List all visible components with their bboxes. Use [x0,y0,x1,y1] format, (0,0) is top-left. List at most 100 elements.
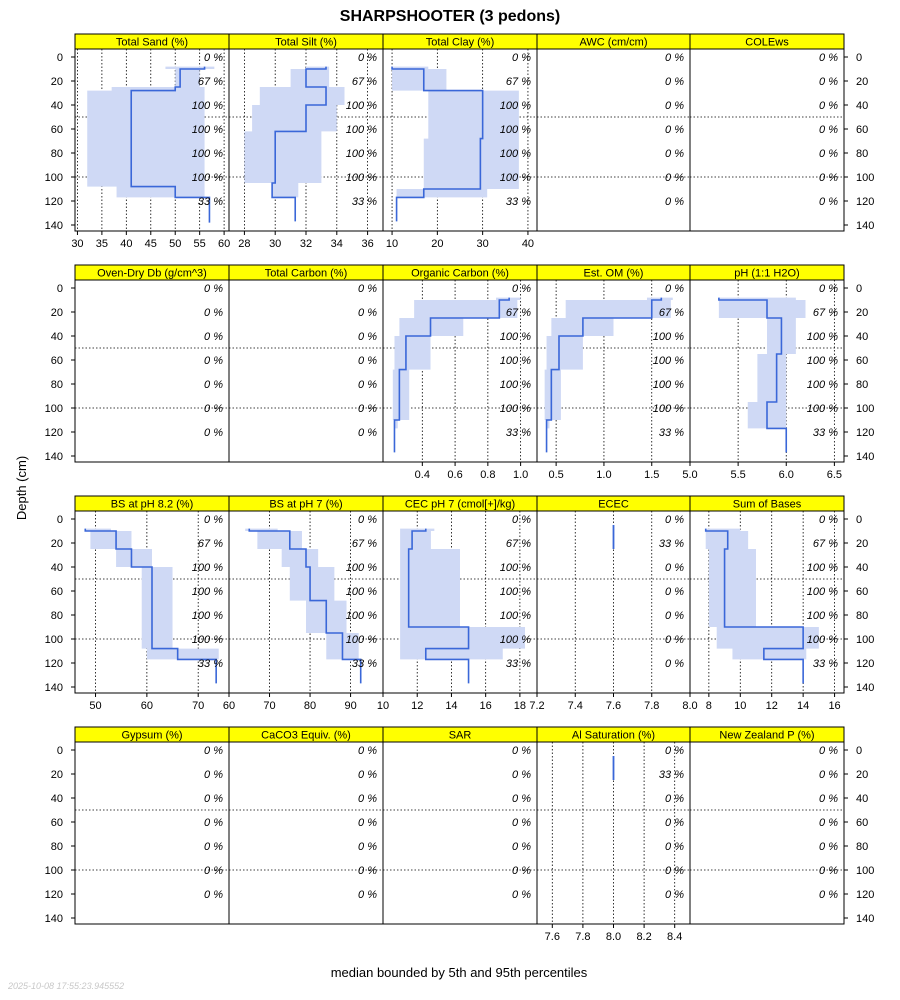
panel-13: CEC pH 7 (cmol[+]/kg) 0 % 67 % 100 % 100 % 10… [377,495,538,712]
depth-tick-label: 140 [45,220,63,232]
data-percent-label: 0 % [512,841,531,853]
panel-strip-label: BS at pH 7 (%) [269,499,342,511]
depth-tick-label: 40 [51,100,63,112]
data-percent-label: 0 % [819,124,838,136]
data-percent-label: 0 % [358,841,377,853]
panel-9: Est. OM (%) 0 % 67 % 100 % 100 % 100 % 100 % 33… [536,264,691,481]
data-percent-label: 67 % [352,538,377,550]
percentile-band [245,528,361,684]
panel-grid-lines [75,347,229,409]
data-percent-label: 33 % [506,658,531,670]
data-percent-label: 0 % [358,817,377,829]
data-percent-label: 0 % [204,514,223,526]
depth-tick-label: 80 [856,379,868,391]
data-percent-label: 0 % [665,100,684,112]
depth-axis: 0 20 40 60 80 100 120 140 [45,283,75,463]
data-percent-label: 67 % [506,307,531,319]
depth-axis: 0 20 40 60 80 100 120 140 [45,745,75,925]
panel-strip-label: CEC pH 7 (cmol[+]/kg) [405,499,515,511]
chart-title: SHARPSHOOTER (3 pedons) [340,8,560,25]
panel-15: Sum of Bases 0 % 67 % 100 % 100 % 100 % 100 % 3… [689,495,874,712]
panel-strip-label: BS at pH 8.2 (%) [111,499,194,511]
depth-tick-label: 0 [57,52,63,64]
panel-grid-lines [383,809,537,871]
data-percent-label: 33 % [198,196,223,208]
x-tick-label: 6.5 [827,469,842,481]
data-percent-label: 67 % [813,538,838,550]
depth-tick-label: 120 [856,196,874,208]
data-percent-label: 0 % [665,889,684,901]
depth-tick-label: 0 [57,514,63,526]
data-percent-label: 0 % [819,889,838,901]
data-percent-label: 100 % [500,355,531,367]
depth-tick-label: 20 [856,538,868,550]
median-line [130,66,211,223]
data-percent-label: 100 % [500,586,531,598]
data-percent-label: 67 % [659,307,684,319]
data-percent-label: 0 % [204,403,223,415]
data-percent-label: 100 % [653,355,684,367]
panel-grid-lines [229,809,383,871]
data-percent-label: 0 % [358,514,377,526]
data-percent-label: 0 % [819,76,838,88]
data-percent-label: 67 % [506,538,531,550]
panel-10: pH (1:1 H2O) 0 % 67 % 100 % 100 % 100 % 100 % 3… [682,264,874,481]
panel-strip-label: Est. OM (%) [584,268,644,280]
panel-strip-label: Organic Carbon (%) [411,268,509,280]
data-percent-label: 0 % [512,865,531,877]
depth-tick-label: 0 [57,745,63,757]
x-axis: 30 35 40 45 50 55 60 [71,231,230,250]
data-percent-label: 100 % [807,610,838,622]
panel-1: Total Sand (%) 0 % 67 % 100 % 100 % 100 % 100 … [45,33,230,250]
x-axis: 28 30 32 34 36 [238,231,374,250]
x-tick-label: 12 [411,700,423,712]
data-percent-label: 100 % [807,634,838,646]
data-percent-label: 0 % [665,196,684,208]
percentile-band [400,528,526,684]
panel-strip-label: Total Clay (%) [426,37,494,49]
x-tick-label: 10 [377,700,389,712]
data-percent-label: 0 % [204,793,223,805]
depth-tick-label: 100 [856,403,874,415]
x-tick-label: 7.2 [529,700,544,712]
data-percent-label: 0 % [358,793,377,805]
depth-tick-label: 60 [51,586,63,598]
depth-tick-label: 0 [856,283,862,295]
x-axis-label: median bounded by 5th and 95th percentil… [331,965,588,980]
depth-tick-label: 0 [57,283,63,295]
panel-strip-label: Al Saturation (%) [572,730,655,742]
data-percent-label: 0 % [819,745,838,757]
x-tick-label: 7.8 [575,931,590,943]
x-tick-label: 50 [169,238,181,250]
depth-axis: 0 20 40 60 80 100 120 140 [844,745,874,925]
data-percent-label: 0 % [819,793,838,805]
depth-tick-label: 60 [51,124,63,136]
data-percent-label: 0 % [204,283,223,295]
data-percent-label: 100 % [500,100,531,112]
depth-tick-label: 20 [856,76,868,88]
data-percent-label: 0 % [819,514,838,526]
x-axis: 0.4 0.6 0.8 1.0 [415,462,528,481]
x-tick-label: 35 [96,238,108,250]
depth-tick-label: 60 [856,124,868,136]
depth-tick-label: 80 [856,148,868,160]
panel-16: Gypsum (%) 0 % 0 % 0 % 0 % 0 % 0 % 0 % 0 20 40 60 80… [45,726,230,925]
depth-tick-label: 20 [51,538,63,550]
depth-tick-label: 80 [51,148,63,160]
depth-tick-label: 80 [51,841,63,853]
x-tick-label: 0.8 [480,469,495,481]
data-percent-label: 100 % [192,562,223,574]
panel-3: Total Clay (%) 0 % 67 % 100 % 100 % 100 % 100 … [382,33,538,250]
depth-tick-label: 20 [51,769,63,781]
panel-8: Organic Carbon (%)0 % 67 % 100 % 100 % 100 %… [382,264,538,481]
data-percent-label: 0 % [665,745,684,757]
panel-4: AWC (cm/cm) 0 % 0 % 0 % 0 % 0 % 0 % 0 % [536,33,691,232]
panel-strip-label: ECEC [598,499,629,511]
depth-tick-label: 100 [45,865,63,877]
depth-tick-label: 20 [856,769,868,781]
data-percent-label: 0 % [358,307,377,319]
data-percent-label: 0 % [358,745,377,757]
depth-tick-label: 140 [856,913,874,925]
x-tick-label: 7.6 [545,931,560,943]
y-axis-label: Depth (cm) [14,456,29,520]
